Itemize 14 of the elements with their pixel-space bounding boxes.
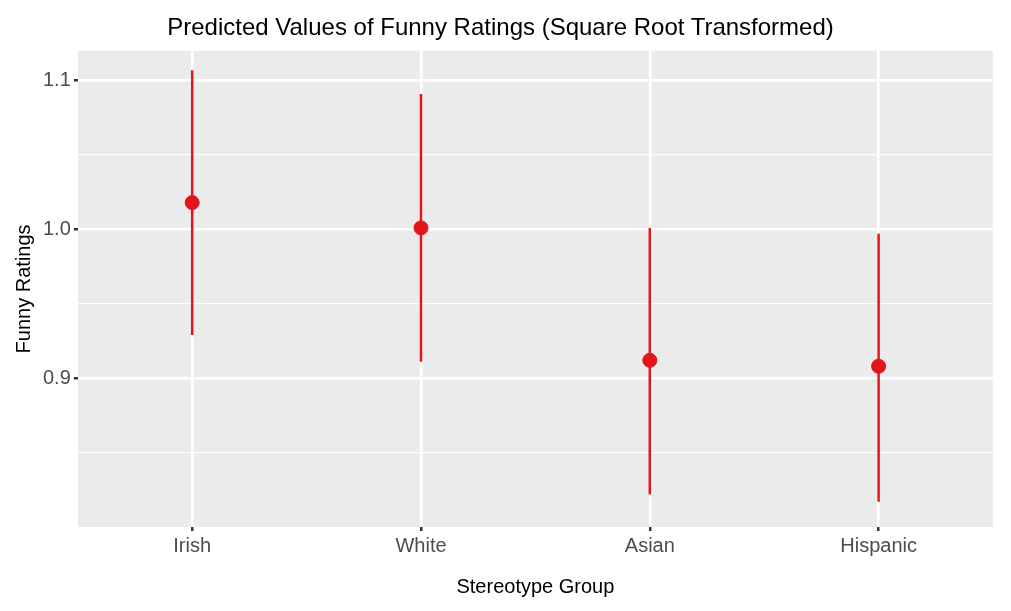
point xyxy=(413,220,429,236)
point xyxy=(184,195,200,211)
y-axis-title: Funny Ratings xyxy=(11,224,34,354)
y-tick-label: 1.1 xyxy=(42,68,71,91)
x-tick-label: Hispanic xyxy=(840,533,917,556)
x-tick-label: White xyxy=(395,533,447,556)
x-tick-label: Irish xyxy=(173,533,212,556)
x-axis-title: Stereotype Group xyxy=(456,574,615,597)
y-tick-label: 1.0 xyxy=(42,216,71,239)
chart-title: Predicted Values of Funny Ratings (Square Root Transformed) xyxy=(167,13,834,41)
point xyxy=(642,352,658,368)
point xyxy=(871,358,887,374)
x-tick-label: Asian xyxy=(624,533,675,556)
y-tick-label: 0.9 xyxy=(42,365,71,388)
